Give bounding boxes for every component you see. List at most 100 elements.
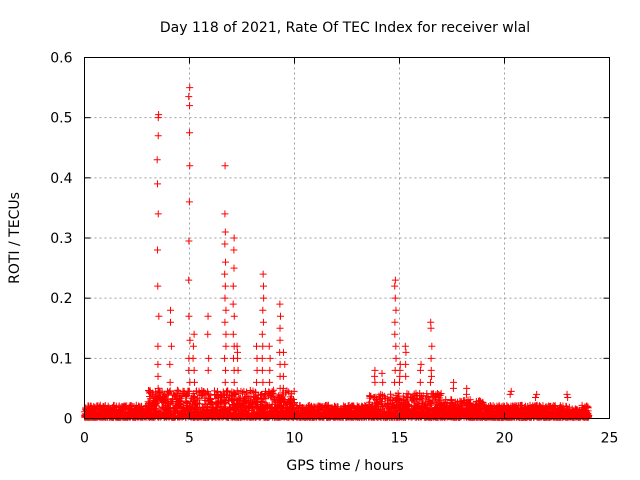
data-point [221, 396, 229, 404]
data-point [256, 391, 264, 399]
data-point [166, 360, 174, 368]
data-point [222, 366, 230, 374]
data-point [396, 366, 404, 374]
data-point [149, 389, 157, 397]
data-point [392, 354, 400, 362]
data-point [204, 330, 212, 338]
data-point [259, 270, 267, 278]
data-point [583, 402, 591, 410]
data-point [221, 162, 229, 170]
data-point [374, 400, 382, 408]
data-point [584, 407, 592, 415]
data-point [450, 378, 458, 386]
data-point [189, 354, 197, 362]
data-point [259, 282, 267, 290]
data-point [371, 378, 379, 386]
data-point [427, 372, 435, 380]
grid [84, 57, 610, 419]
data-point [428, 342, 436, 350]
data-point [377, 390, 385, 398]
data-point [266, 366, 274, 374]
data-point [270, 386, 278, 394]
y-axis-label: ROTI / TECUs [7, 192, 23, 284]
data-point [281, 396, 289, 404]
data-point [229, 330, 237, 338]
data-point [185, 387, 193, 395]
data-point [234, 348, 242, 356]
data-point [402, 348, 410, 356]
data-point [243, 388, 251, 396]
data-point [233, 342, 241, 350]
data-point [401, 342, 409, 350]
y-tick-label: 0.1 [50, 351, 72, 367]
data-point [396, 372, 404, 380]
data-point [221, 294, 229, 302]
data-point [281, 360, 289, 368]
x-tick-label: 5 [185, 431, 194, 447]
axis-ticks: 0 0.1 0.2 0.3 0.4 0.5 0.6 0 5 10 15 20 25 [50, 51, 618, 447]
data-point [426, 378, 434, 386]
data-point [283, 387, 291, 395]
data-point [371, 372, 379, 380]
data-point [154, 132, 162, 140]
data-point [266, 378, 274, 386]
data-point [253, 378, 261, 386]
chart-title: Day 118 of 2021, Rate Of TEC Index for r… [160, 20, 530, 36]
data-point [154, 342, 162, 350]
data-point [533, 390, 541, 398]
data-point [378, 369, 386, 377]
data-point [437, 397, 445, 405]
data-point [279, 348, 287, 356]
data-point [152, 401, 160, 409]
data-point [221, 318, 229, 326]
data-point [185, 198, 193, 206]
data-point [186, 102, 194, 110]
data-point [224, 387, 232, 395]
data-point [366, 394, 374, 402]
data-point [416, 378, 424, 386]
data-point [186, 336, 194, 344]
data-point [205, 354, 213, 362]
data-point [196, 400, 204, 408]
data-point [290, 395, 298, 403]
data-point [234, 366, 242, 374]
data-point [101, 402, 109, 410]
data-point [416, 366, 424, 374]
data-point [154, 114, 162, 122]
data-point [222, 258, 230, 266]
data-point [449, 384, 457, 392]
data-point [185, 312, 193, 320]
data-point [436, 391, 444, 399]
data-point [564, 393, 572, 401]
data-point [221, 228, 229, 236]
data-point [229, 282, 237, 290]
data-point [507, 387, 515, 395]
data-point [262, 395, 270, 403]
y-tick-label: 0.2 [50, 291, 72, 307]
data-point [230, 378, 238, 386]
data-point [506, 390, 514, 398]
data-point [183, 391, 191, 399]
data-point [260, 294, 268, 302]
data-point [221, 240, 229, 248]
data-point [402, 372, 410, 380]
x-tick-label: 15 [391, 431, 409, 447]
data-points [81, 84, 593, 421]
data-point [153, 156, 161, 164]
data-point [190, 330, 198, 338]
data-point [417, 360, 425, 368]
data-point [448, 396, 456, 404]
data-point [186, 162, 194, 170]
data-point [230, 264, 238, 272]
data-point [193, 394, 201, 402]
data-point [158, 403, 166, 411]
data-point [276, 336, 284, 344]
data-point [222, 306, 230, 314]
data-point [479, 400, 487, 408]
data-point [230, 312, 238, 320]
data-point [153, 246, 161, 254]
data-point [185, 93, 193, 101]
data-point [258, 354, 266, 362]
data-point [258, 366, 266, 374]
x-tick-label: 25 [601, 431, 619, 447]
